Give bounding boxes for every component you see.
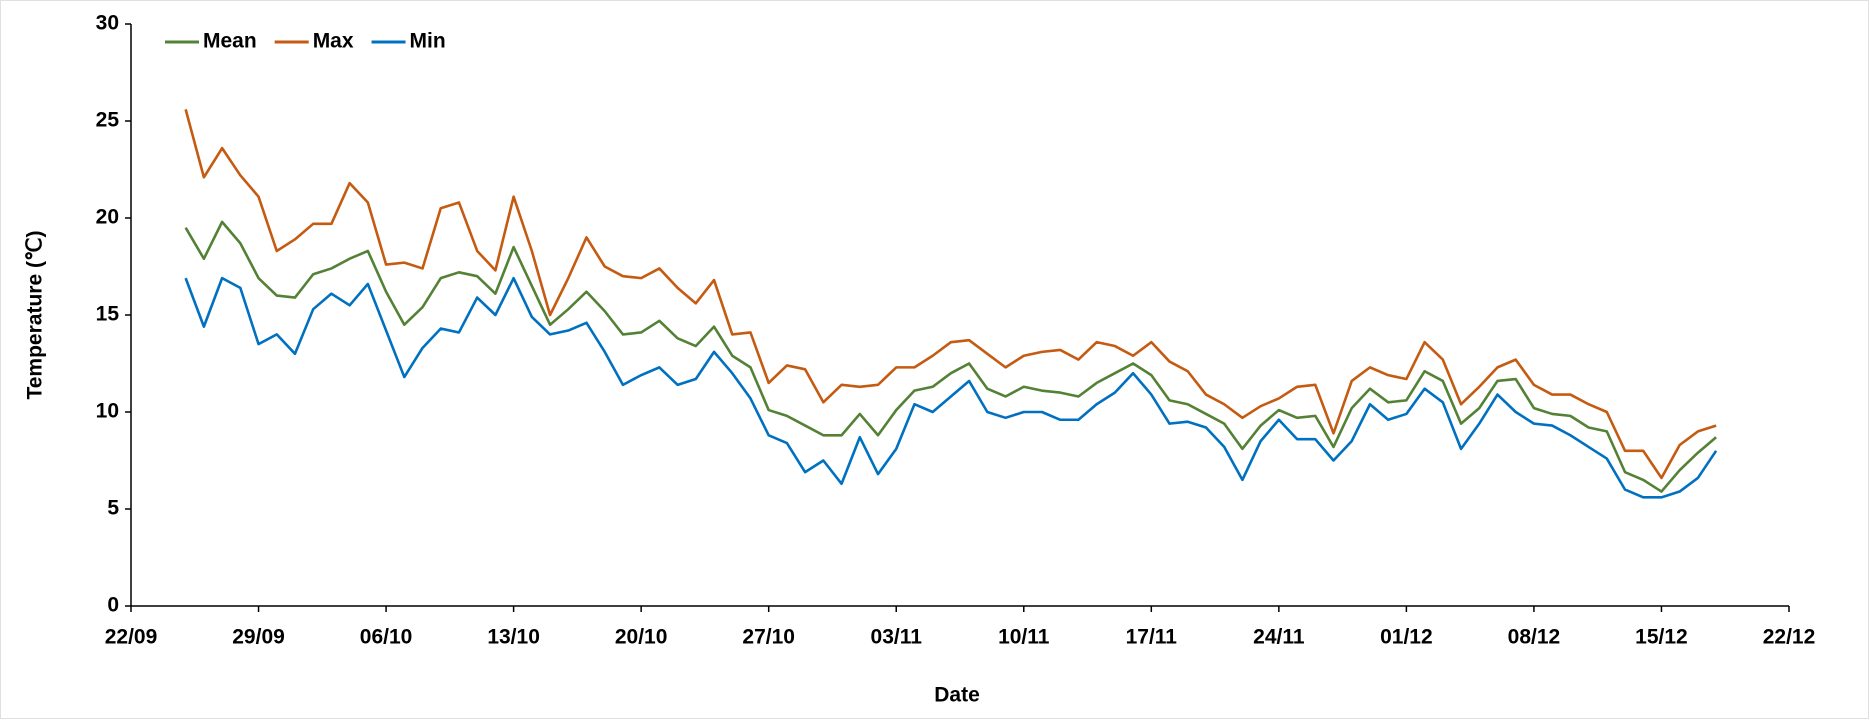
x-tick-label: 01/12 [1380, 626, 1433, 649]
x-axis-label: Date [934, 684, 980, 707]
y-axis-label: Temperature (℃) [24, 230, 47, 399]
data-line [184, 220, 1717, 493]
x-tick-label: 20/10 [615, 626, 668, 649]
y-tick-label: 25 [96, 109, 120, 132]
y-tick-label: 10 [96, 400, 119, 423]
x-tick-label: 13/10 [487, 626, 540, 649]
x-tick-label: 29/09 [232, 626, 285, 649]
x-tick-label: 06/10 [360, 626, 413, 649]
x-tick-label: 08/12 [1508, 626, 1561, 649]
x-tick-label: 27/10 [742, 626, 795, 649]
legend-label: Max [313, 30, 354, 53]
y-tick-label: 0 [107, 594, 119, 617]
y-tick-label: 30 [96, 12, 119, 35]
data-line [184, 109, 1717, 480]
y-tick-label: 5 [107, 497, 119, 520]
x-tick-label: 22/09 [105, 626, 158, 649]
x-tick-label: 17/11 [1126, 626, 1178, 649]
legend-label: Min [410, 30, 446, 53]
x-tick-label: 22/12 [1763, 626, 1816, 649]
x-tick-label: 15/12 [1635, 626, 1688, 649]
data-line [184, 276, 1718, 499]
x-tick-label: 10/11 [998, 626, 1050, 649]
x-tick-label: 03/11 [871, 626, 923, 649]
x-tick-label: 24/11 [1253, 626, 1305, 649]
legend-label: Mean [203, 30, 257, 53]
y-tick-label: 15 [96, 303, 120, 326]
y-tick-label: 20 [96, 206, 119, 229]
